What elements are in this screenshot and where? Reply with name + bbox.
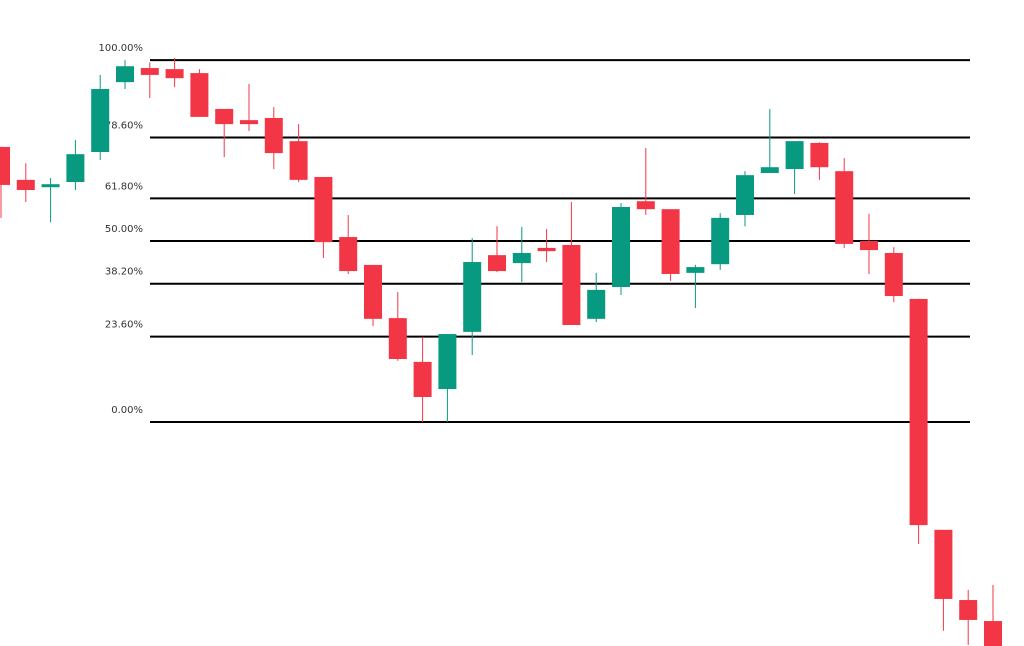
candle-body bbox=[140, 68, 159, 75]
candle-body bbox=[91, 89, 110, 152]
candle-body bbox=[413, 361, 432, 398]
candle-body bbox=[736, 175, 754, 215]
candle-body bbox=[835, 171, 854, 244]
candle-body bbox=[512, 252, 531, 264]
candle-body bbox=[612, 207, 630, 287]
fib-level-label: 100.00% bbox=[99, 43, 144, 54]
candle-body bbox=[66, 154, 85, 183]
candle-body bbox=[364, 264, 382, 319]
candle-body bbox=[884, 252, 903, 297]
candle-body bbox=[711, 217, 730, 265]
fib-level-label: 0.00% bbox=[111, 405, 143, 416]
candle-body bbox=[587, 289, 606, 319]
candle-body bbox=[463, 262, 482, 332]
fib-level-label: 78.60% bbox=[105, 121, 143, 132]
candle-body bbox=[0, 146, 10, 185]
candle-body bbox=[339, 237, 358, 272]
candle-body bbox=[314, 176, 333, 243]
candle-body bbox=[661, 209, 680, 274]
candle-body bbox=[860, 241, 878, 251]
candle-body bbox=[562, 245, 581, 325]
candle-body bbox=[116, 66, 134, 83]
fib-level-label: 38.20% bbox=[105, 267, 143, 278]
fib-level-label: 23.60% bbox=[105, 320, 143, 331]
candle-body bbox=[190, 73, 209, 117]
fib-level-label: 50.00% bbox=[105, 224, 143, 235]
candle-body bbox=[959, 600, 978, 620]
candle-body bbox=[165, 69, 184, 79]
candle-body bbox=[537, 247, 556, 252]
candle-body bbox=[240, 120, 258, 125]
candle-body bbox=[264, 117, 283, 154]
candle-body bbox=[215, 108, 234, 125]
candle-body bbox=[289, 141, 308, 180]
candle-body bbox=[16, 179, 35, 190]
candle-body bbox=[909, 298, 928, 526]
candle-body bbox=[760, 167, 779, 173]
candle-body bbox=[636, 201, 655, 210]
candle-body bbox=[785, 141, 804, 170]
candle-body bbox=[984, 621, 1002, 646]
candle-body bbox=[488, 255, 506, 272]
fib-level-label: 61.80% bbox=[105, 181, 143, 192]
candle-body bbox=[388, 318, 407, 360]
candle-body bbox=[686, 267, 705, 273]
candle-body bbox=[810, 142, 829, 168]
candle-body bbox=[41, 184, 60, 188]
candle-body bbox=[934, 529, 953, 599]
candle-body bbox=[438, 334, 457, 390]
